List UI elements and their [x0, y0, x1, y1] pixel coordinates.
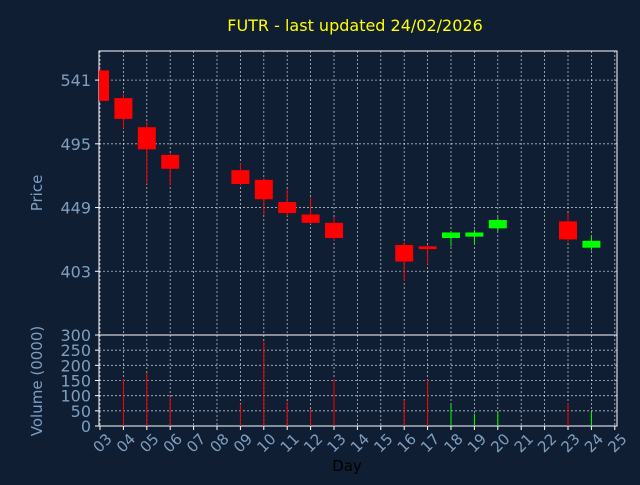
volume-tick-label: 100 — [60, 387, 91, 406]
candle-body — [161, 154, 180, 169]
candle-body — [465, 232, 484, 237]
volume-tick-label: 200 — [60, 356, 91, 375]
candle-body — [442, 232, 460, 239]
candle-body — [254, 179, 273, 200]
price-y-ticks: 403 449 495 541 — [60, 71, 99, 281]
candle-body — [488, 220, 507, 229]
volume-tick-label: 150 — [60, 372, 91, 391]
candle-body — [582, 240, 601, 248]
price-grid — [99, 51, 617, 335]
volume-tick-label: 300 — [60, 326, 91, 345]
candle-body — [301, 214, 320, 223]
price-tick-label: 495 — [60, 135, 91, 154]
x-axis-label: Day — [332, 457, 362, 475]
candle-body — [114, 98, 133, 119]
price-y-axis-label: Price — [28, 175, 46, 212]
candle-body — [137, 127, 156, 150]
price-tick-label: 449 — [60, 199, 91, 218]
volume-bars — [122, 341, 592, 426]
price-panel: 403 449 495 541 Price — [28, 50, 618, 336]
candles — [99, 67, 601, 281]
volume-y-axis-label: Volume (0000) — [28, 326, 46, 436]
price-tick-label: 541 — [60, 71, 91, 90]
price-tick-label: 403 — [60, 262, 91, 281]
volume-tick-label: 50 — [71, 402, 91, 421]
candle-body — [395, 244, 414, 262]
candle-body — [559, 221, 577, 240]
volume-tick-label: 250 — [60, 341, 91, 360]
candle-body — [278, 202, 297, 214]
candle-body — [325, 222, 343, 239]
candle-body — [231, 170, 250, 184]
candle-body — [418, 246, 437, 250]
volume-tick-label: 0 — [81, 417, 91, 436]
chart-title: FUTR - last updated 24/02/2026 — [227, 16, 483, 35]
candle-body — [99, 70, 109, 101]
